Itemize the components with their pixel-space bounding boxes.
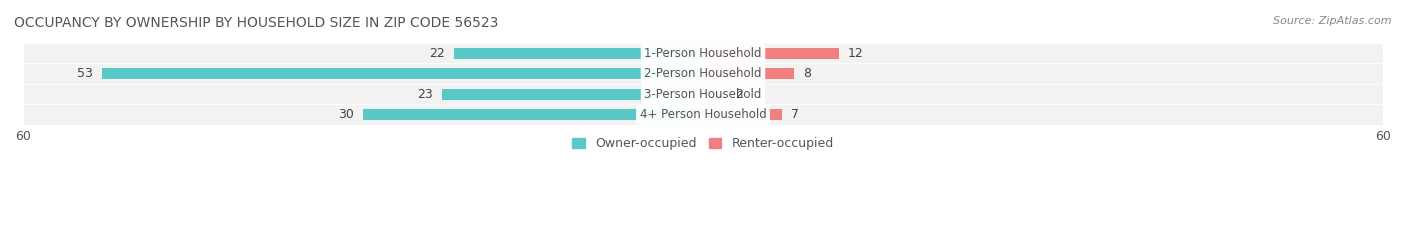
Bar [103,68,703,79]
Bar [363,109,703,120]
Text: OCCUPANCY BY OWNERSHIP BY HOUSEHOLD SIZE IN ZIP CODE 56523: OCCUPANCY BY OWNERSHIP BY HOUSEHOLD SIZE… [14,16,499,30]
Text: 2-Person Household: 2-Person Household [644,67,762,80]
Bar [703,48,839,59]
Bar [703,68,793,79]
Bar [703,109,782,120]
Legend: Owner-occupied, Renter-occupied: Owner-occupied, Renter-occupied [568,133,838,155]
Bar [454,48,703,59]
Text: 7: 7 [792,108,800,121]
Bar [22,84,1384,104]
Bar [703,89,725,100]
Text: 2: 2 [735,88,742,101]
Text: 12: 12 [848,47,863,60]
Text: 53: 53 [77,67,93,80]
Text: 30: 30 [337,108,354,121]
Text: 23: 23 [418,88,433,101]
Text: 3-Person Household: 3-Person Household [644,88,762,101]
Bar [22,104,1384,125]
Bar [443,89,703,100]
Bar [22,63,1384,84]
Text: 8: 8 [803,67,811,80]
Text: 1-Person Household: 1-Person Household [644,47,762,60]
Text: Source: ZipAtlas.com: Source: ZipAtlas.com [1274,16,1392,26]
Bar [22,43,1384,63]
Text: 22: 22 [429,47,444,60]
Text: 4+ Person Household: 4+ Person Household [640,108,766,121]
